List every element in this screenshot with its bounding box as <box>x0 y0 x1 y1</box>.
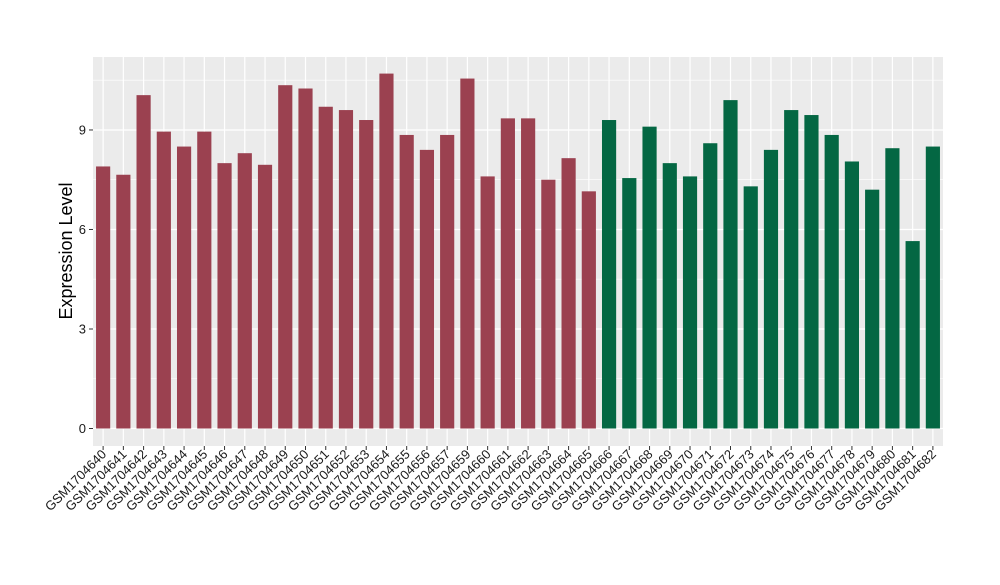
bars <box>96 73 940 429</box>
bar-GSM1704673 <box>743 186 758 429</box>
bar-GSM1704674 <box>763 149 779 429</box>
bar-GSM1704671 <box>703 143 718 429</box>
bar-GSM1704648 <box>257 164 273 429</box>
bar-GSM1704662 <box>521 118 536 429</box>
plot-panel <box>93 57 943 446</box>
bar-GSM1704641 <box>116 174 131 429</box>
y-tick-label: 6 <box>79 222 86 237</box>
y-axis: 0 3 6 9 <box>79 122 93 436</box>
bar-GSM1704665 <box>581 191 596 429</box>
bar-GSM1704678 <box>844 161 860 429</box>
bar-GSM1704643 <box>156 131 171 429</box>
bar-GSM1704679 <box>865 189 880 429</box>
bar-GSM1704646 <box>217 163 232 429</box>
bar-GSM1704666 <box>601 120 617 429</box>
bar-GSM1704654 <box>379 73 394 429</box>
bar-GSM1704640 <box>96 166 111 429</box>
bar-GSM1704668 <box>642 126 657 429</box>
x-axis: GSM1704640GSM1704641GSM1704642GSM1704643… <box>42 446 939 514</box>
bar-GSM1704655 <box>399 134 414 429</box>
y-axis-title: Expression Level <box>56 182 76 319</box>
bar-GSM1704675 <box>784 110 799 429</box>
bar-GSM1704656 <box>419 149 435 429</box>
bar-GSM1704661 <box>500 118 515 429</box>
bar-GSM1704642 <box>136 95 151 429</box>
bar-GSM1704651 <box>318 106 333 429</box>
bar-GSM1704663 <box>541 179 556 429</box>
bar-GSM1704652 <box>338 110 354 429</box>
y-tick-label: 3 <box>79 321 86 336</box>
bar-GSM1704659 <box>460 78 475 429</box>
bar-GSM1704657 <box>440 134 455 429</box>
bar-GSM1704681 <box>905 241 920 429</box>
bar-GSM1704669 <box>662 163 677 429</box>
bar-GSM1704680 <box>885 148 900 429</box>
bar-GSM1704653 <box>359 120 374 429</box>
bar-GSM1704650 <box>298 88 313 429</box>
bar-GSM1704676 <box>804 115 819 429</box>
bar-GSM1704664 <box>561 158 576 429</box>
bar-GSM1704660 <box>480 176 495 429</box>
bar-GSM1704677 <box>824 134 839 429</box>
y-tick-label: 9 <box>79 122 86 137</box>
bar-GSM1704670 <box>682 176 698 429</box>
bar-GSM1704644 <box>176 146 192 429</box>
bar-GSM1704682 <box>925 146 940 429</box>
y-tick-label: 0 <box>79 421 86 436</box>
bar-GSM1704649 <box>278 85 293 429</box>
bar-GSM1704647 <box>237 153 252 429</box>
bar-GSM1704645 <box>197 131 212 429</box>
bar-GSM1704672 <box>723 100 738 429</box>
bar-GSM1704667 <box>622 178 637 429</box>
